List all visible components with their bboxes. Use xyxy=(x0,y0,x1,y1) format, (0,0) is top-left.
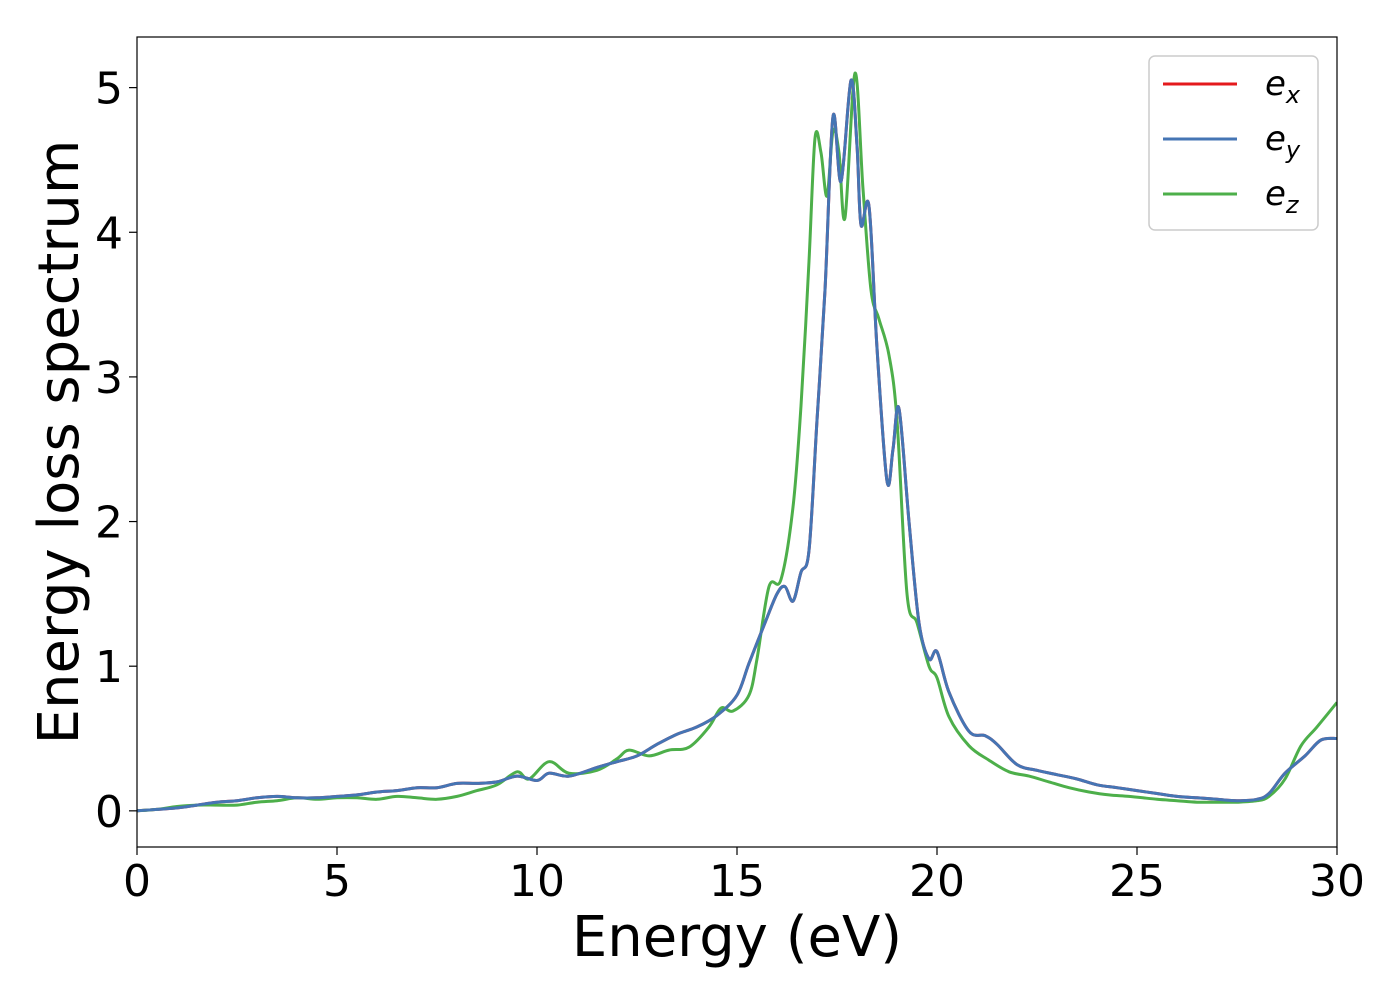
legend-entry-e-x: ex xyxy=(1163,64,1301,109)
y-tick-label: 5 xyxy=(95,64,123,115)
y-axis-title: Energy loss spectrum xyxy=(27,140,92,745)
legend-label: ez xyxy=(1265,174,1300,219)
legend-box xyxy=(1148,55,1319,231)
legend: ex ey ez xyxy=(1148,55,1319,231)
y-tick-label: 4 xyxy=(95,208,123,259)
y-tick-label: 1 xyxy=(95,642,123,693)
y-tick-label: 2 xyxy=(95,498,123,549)
x-tick-label: 25 xyxy=(1109,856,1165,907)
plot-background xyxy=(137,37,1337,847)
series-line-e-z xyxy=(137,71,1337,813)
x-tick-label: 5 xyxy=(323,856,351,907)
y-tick-label: 0 xyxy=(95,787,123,838)
legend-label: ex xyxy=(1265,64,1301,109)
series-line-e-y xyxy=(137,78,1337,813)
x-axis-ticks: 0 5 10 15 20 25 30 xyxy=(123,847,1365,907)
legend-entry-e-y: ey xyxy=(1163,119,1301,164)
legend-label: ey xyxy=(1265,119,1301,164)
x-tick-label: 15 xyxy=(709,856,765,907)
x-tick-label: 0 xyxy=(123,856,151,907)
legend-entry-e-z: ez xyxy=(1163,174,1300,219)
y-tick-label: 3 xyxy=(95,353,123,404)
x-tick-label: 10 xyxy=(509,856,565,907)
y-axis-ticks: 0 1 2 3 4 5 xyxy=(95,64,137,838)
x-axis-title: Energy (eV) xyxy=(572,905,902,970)
series-layer xyxy=(137,71,1337,813)
x-tick-label: 30 xyxy=(1309,856,1365,907)
x-tick-label: 20 xyxy=(909,856,965,907)
